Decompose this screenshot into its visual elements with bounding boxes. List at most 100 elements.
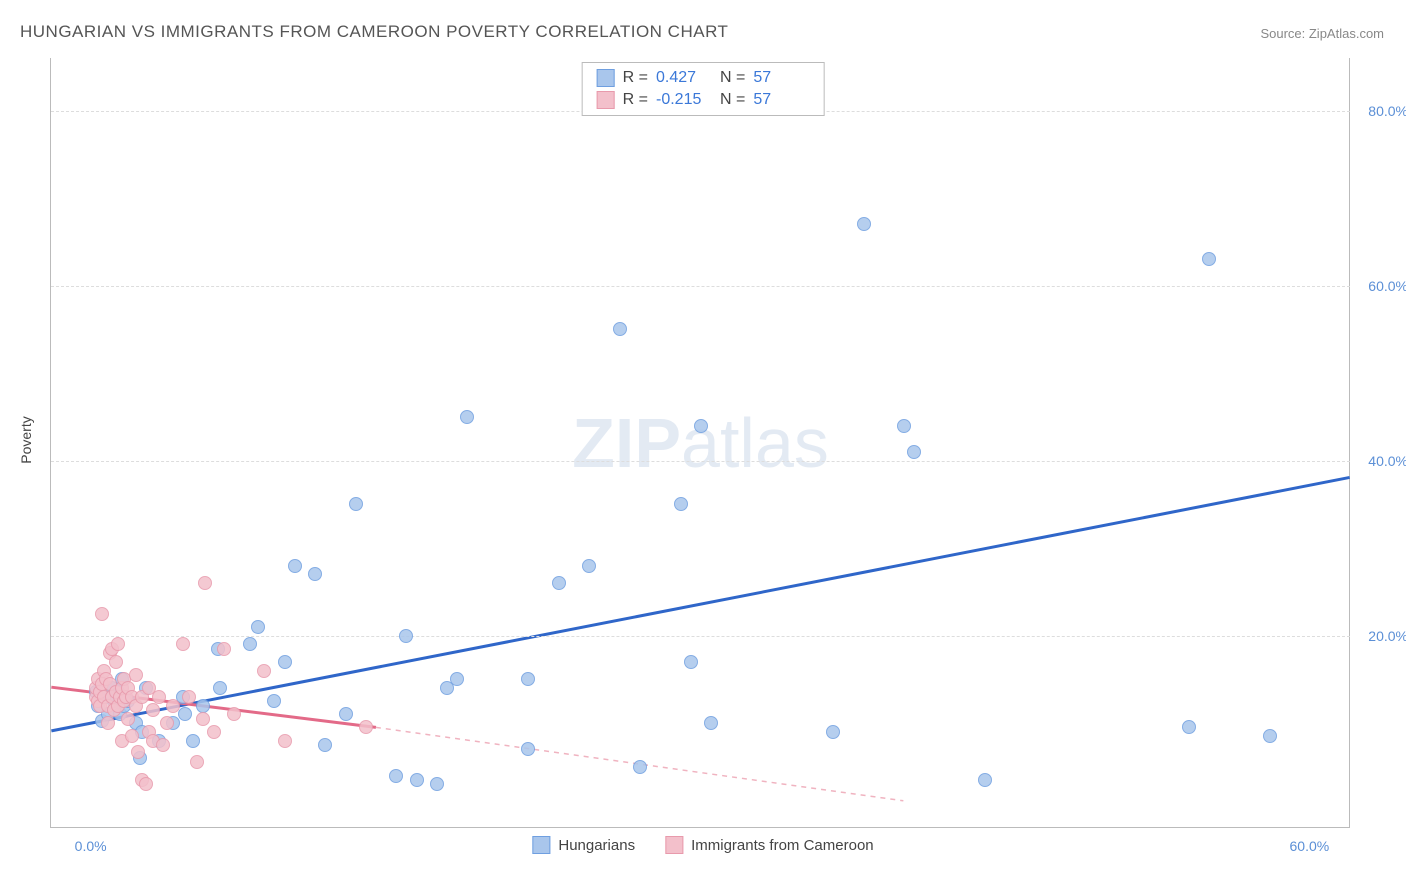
gridline [51,636,1350,637]
watermark: ZIPatlas [572,403,829,483]
data-point [176,637,190,651]
x-tick-label: 60.0% [1290,838,1330,854]
chart-title: HUNGARIAN VS IMMIGRANTS FROM CAMEROON PO… [20,22,728,42]
data-point [288,559,302,573]
data-point [460,410,474,424]
data-point [907,445,921,459]
data-point [349,497,363,511]
data-point [198,576,212,590]
y-tick-label: 40.0% [1358,453,1406,469]
stat-r-value: -0.215 [656,91,712,109]
data-point [217,642,231,656]
data-point [521,742,535,756]
legend-label: Hungarians [558,837,635,854]
gridline [51,461,1350,462]
data-point [243,637,257,651]
stat-r-value: 0.427 [656,69,712,87]
data-point [684,655,698,669]
data-point [582,559,596,573]
data-point [552,576,566,590]
data-point [95,607,109,621]
data-point [633,760,647,774]
legend-swatch [665,836,683,854]
data-point [826,725,840,739]
data-point [978,773,992,787]
data-point [178,707,192,721]
stat-r-label: R = [623,91,648,109]
y-tick-label: 60.0% [1358,278,1406,294]
data-point [156,738,170,752]
stat-n-label: N = [720,69,745,87]
plot-area: ZIPatlas 20.0%40.0%60.0%80.0% [50,58,1350,828]
data-point [450,672,464,686]
data-point [129,668,143,682]
data-point [1263,729,1277,743]
data-point [694,419,708,433]
data-point [704,716,718,730]
data-point [857,217,871,231]
legend-swatch [597,91,615,109]
data-point [521,672,535,686]
stats-legend: R = 0.427 N = 57 R = -0.215 N = 57 [582,62,825,116]
data-point [196,712,210,726]
stat-n-label: N = [720,91,745,109]
data-point [152,690,166,704]
data-point [213,681,227,695]
data-point [101,716,115,730]
gridline [51,286,1350,287]
data-point [410,773,424,787]
data-point [121,712,135,726]
data-point [339,707,353,721]
stats-row: R = -0.215 N = 57 [597,89,810,111]
data-point [613,322,627,336]
data-point [186,734,200,748]
legend-swatch [597,69,615,87]
legend-swatch [532,836,550,854]
data-point [109,655,123,669]
data-point [1202,252,1216,266]
data-point [1182,720,1196,734]
data-point [227,707,241,721]
data-point [257,664,271,678]
data-point [166,699,180,713]
y-axis-title: Poverty [18,416,34,463]
watermark-rest: atlas [681,404,829,482]
data-point [139,777,153,791]
y-tick-label: 80.0% [1358,103,1406,119]
watermark-bold: ZIP [572,404,681,482]
stat-n-value: 57 [753,69,809,87]
x-tick-label: 0.0% [75,838,107,854]
trend-lines [51,58,1350,827]
stats-row: R = 0.427 N = 57 [597,67,810,89]
data-point [278,655,292,669]
data-point [125,729,139,743]
stat-r-label: R = [623,69,648,87]
source-label: Source: ZipAtlas.com [1260,26,1384,41]
data-point [196,699,210,713]
chart-container: HUNGARIAN VS IMMIGRANTS FROM CAMEROON PO… [0,0,1406,892]
data-point [267,694,281,708]
legend-label: Immigrants from Cameroon [691,837,874,854]
data-point [674,497,688,511]
data-point [190,755,204,769]
stat-n-value: 57 [753,91,809,109]
bottom-legend: Hungarians Immigrants from Cameroon [532,836,873,854]
plot-right-border [1349,58,1350,827]
data-point [389,769,403,783]
data-point [111,637,125,651]
data-point [278,734,292,748]
data-point [146,703,160,717]
data-point [160,716,174,730]
legend-item: Hungarians [532,836,635,854]
data-point [207,725,221,739]
data-point [430,777,444,791]
data-point [318,738,332,752]
legend-item: Immigrants from Cameroon [665,836,874,854]
data-point [251,620,265,634]
data-point [399,629,413,643]
data-point [897,419,911,433]
data-point [359,720,373,734]
data-point [182,690,196,704]
y-tick-label: 20.0% [1358,628,1406,644]
data-point [308,567,322,581]
